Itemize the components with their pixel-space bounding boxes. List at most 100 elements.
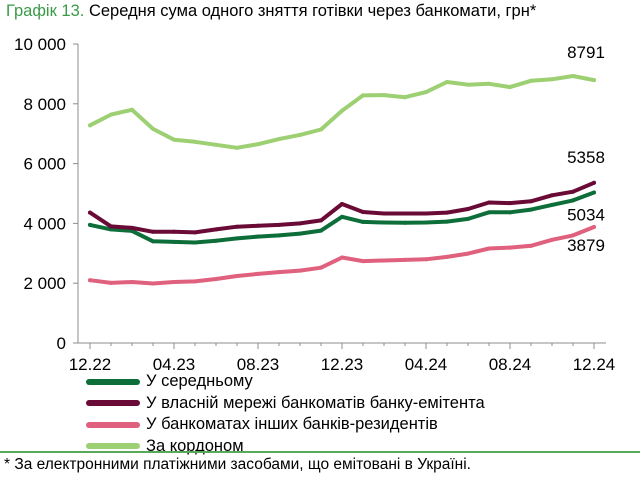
y-tick-label: 4 000 xyxy=(23,214,66,233)
data-point-other-banks xyxy=(193,279,197,284)
data-point-own-network xyxy=(487,200,491,205)
data-point-own-network xyxy=(214,227,218,232)
data-point-other-banks xyxy=(403,257,407,262)
data-point-abroad xyxy=(466,82,470,87)
data-point-abroad xyxy=(382,93,386,98)
data-point-abroad xyxy=(529,78,533,83)
data-point-own-network xyxy=(445,210,449,215)
footnote: * За електронними платіжними засобами, щ… xyxy=(4,456,471,473)
data-point-abroad xyxy=(151,126,155,131)
data-point-average xyxy=(466,216,470,221)
data-point-own-network xyxy=(319,218,323,223)
data-point-abroad xyxy=(592,78,596,83)
data-point-abroad xyxy=(298,132,302,137)
data-point-other-banks xyxy=(256,271,260,276)
data-point-abroad xyxy=(319,127,323,132)
data-point-abroad xyxy=(88,123,92,128)
series-line-other-banks xyxy=(88,225,596,286)
data-point-other-banks xyxy=(235,274,239,279)
data-point-abroad xyxy=(340,108,344,113)
data-point-abroad xyxy=(172,137,176,142)
data-point-own-network xyxy=(424,211,428,216)
data-point-abroad xyxy=(193,139,197,144)
data-point-average xyxy=(151,239,155,244)
data-point-average xyxy=(256,234,260,239)
data-point-other-banks xyxy=(361,259,365,264)
data-point-other-banks xyxy=(466,251,470,256)
data-point-other-banks xyxy=(298,268,302,273)
x-tick-label: 04.24 xyxy=(405,355,448,370)
figure-label: Графік 13. xyxy=(6,2,85,20)
series-line-own-network xyxy=(88,180,596,235)
data-point-other-banks xyxy=(592,225,596,230)
data-point-average xyxy=(193,240,197,245)
data-point-average xyxy=(403,220,407,225)
data-point-own-network xyxy=(277,222,281,227)
data-point-other-banks xyxy=(277,270,281,275)
chart-title: Графік 13. Середня сума одного зняття го… xyxy=(6,2,536,21)
end-value-label: 3879 xyxy=(567,236,605,255)
data-point-other-banks xyxy=(487,246,491,251)
data-point-other-banks xyxy=(88,278,92,283)
data-point-abroad xyxy=(445,79,449,84)
data-point-average xyxy=(592,190,596,195)
x-tick-label: 12.22 xyxy=(69,355,112,370)
data-point-average xyxy=(445,219,449,224)
x-tick-label: 08.23 xyxy=(237,355,280,370)
legend-label: За кордоном xyxy=(146,436,244,455)
data-point-abroad xyxy=(571,73,575,78)
data-point-abroad xyxy=(361,93,365,98)
y-tick-label: 2 000 xyxy=(23,274,66,293)
data-point-abroad xyxy=(550,77,554,82)
data-point-average xyxy=(172,239,176,244)
data-point-average xyxy=(487,210,491,215)
end-value-label: 5034 xyxy=(567,205,605,224)
legend-swatch xyxy=(86,378,140,385)
data-point-own-network xyxy=(130,225,134,230)
data-point-other-banks xyxy=(319,265,323,270)
data-point-own-network xyxy=(550,193,554,198)
data-point-average xyxy=(361,219,365,224)
legend-swatch xyxy=(86,400,140,407)
data-point-average xyxy=(88,222,92,227)
data-point-own-network xyxy=(298,221,302,226)
data-point-own-network xyxy=(256,223,260,228)
legend-swatch xyxy=(86,443,140,450)
data-point-abroad xyxy=(256,142,260,147)
legend-swatch xyxy=(86,421,140,428)
data-point-average xyxy=(529,207,533,212)
data-point-average xyxy=(571,198,575,203)
data-point-own-network xyxy=(382,211,386,216)
data-point-other-banks xyxy=(382,258,386,263)
x-tick-label: 12.23 xyxy=(321,355,364,370)
data-point-own-network xyxy=(109,224,113,229)
y-tick-label: 6 000 xyxy=(23,155,66,174)
data-point-other-banks xyxy=(109,280,113,285)
data-point-own-network xyxy=(151,229,155,234)
data-point-average xyxy=(298,231,302,236)
legend-item-own-network: У власній мережі банкоматів банку-емітен… xyxy=(86,393,485,415)
data-point-abroad xyxy=(214,142,218,147)
data-point-own-network xyxy=(466,207,470,212)
data-point-abroad xyxy=(235,145,239,150)
data-point-abroad xyxy=(277,137,281,142)
data-point-average xyxy=(319,228,323,233)
data-point-average xyxy=(550,202,554,207)
y-tick-label: 10 000 xyxy=(14,35,66,54)
data-point-average xyxy=(508,210,512,215)
data-point-abroad xyxy=(130,107,134,112)
legend-label: У банкоматах інших банків-резидентів xyxy=(146,415,438,434)
data-point-average xyxy=(277,233,281,238)
data-point-own-network xyxy=(193,230,197,235)
data-point-abroad xyxy=(109,112,113,117)
data-point-other-banks xyxy=(214,277,218,282)
data-point-own-network xyxy=(508,201,512,206)
data-point-average xyxy=(214,238,218,243)
data-point-own-network xyxy=(361,210,365,215)
legend-item-abroad: За кордоном xyxy=(86,436,485,458)
x-tick-label: 04.23 xyxy=(153,355,196,370)
data-point-average xyxy=(382,220,386,225)
data-point-other-banks xyxy=(445,254,449,259)
data-point-average xyxy=(235,236,239,241)
data-point-abroad xyxy=(424,90,428,95)
